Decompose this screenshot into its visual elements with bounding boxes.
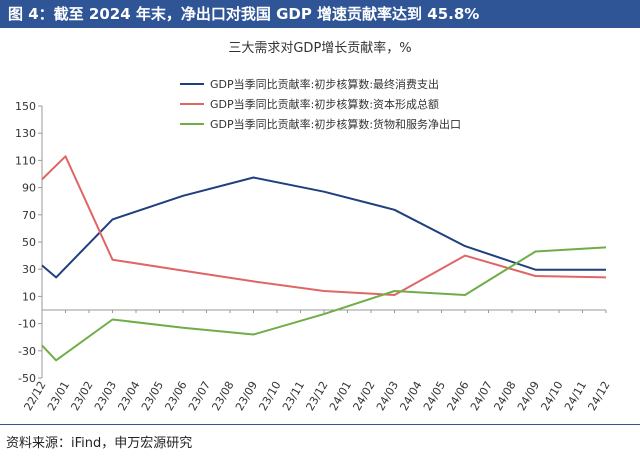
y-tick-label: 30 xyxy=(22,263,36,276)
series-line-1 xyxy=(41,176,606,279)
bottom-rule xyxy=(0,424,640,425)
x-tick-label: 23/08 xyxy=(209,379,236,413)
x-axis: 22/1223/0123/0223/0323/0423/0523/0623/07… xyxy=(21,309,613,413)
y-tick-label: 110 xyxy=(15,154,36,167)
x-tick-label: 23/04 xyxy=(115,379,142,413)
legend-label-2: GDP当季同比贡献率:初步核算数:资本形成总额 xyxy=(210,97,439,111)
x-tick-label: 24/03 xyxy=(374,379,401,413)
y-tick-label: -10 xyxy=(18,318,36,331)
x-tick-label: 23/09 xyxy=(233,379,260,413)
legend: GDP当季同比贡献率:初步核算数:最终消费支出 GDP当季同比贡献率:初步核算数:… xyxy=(180,77,461,131)
x-tick-label: 24/12 xyxy=(585,379,612,413)
x-tick-label: 24/07 xyxy=(468,379,495,413)
x-tick-label: 24/10 xyxy=(538,379,565,413)
x-tick-label: 24/05 xyxy=(421,379,448,413)
x-tick-label: 23/12 xyxy=(303,379,330,413)
source-note: 资料来源：iFind，申万宏源研究 xyxy=(6,436,193,451)
chart: 三大需求对GDP增长贡献率，% GDP当季同比贡献率:初步核算数:最终消费支出G… xyxy=(15,40,613,413)
x-tick-label: 23/10 xyxy=(256,379,283,413)
x-tick-label: 23/11 xyxy=(280,379,307,413)
x-tick-label: 24/01 xyxy=(327,379,354,413)
x-tick-label: 24/02 xyxy=(350,379,377,413)
legend-label-3: GDP当季同比贡献率:初步核算数:货物和服务净出口 xyxy=(210,117,461,131)
series-line-2 xyxy=(41,155,607,296)
x-tick-label: 24/08 xyxy=(491,379,518,413)
y-tick-label: 70 xyxy=(22,209,36,222)
y-tick-label: 10 xyxy=(22,290,36,303)
x-tick-label: 23/01 xyxy=(45,379,72,413)
x-tick-label: 23/06 xyxy=(162,379,189,413)
y-tick-label: 130 xyxy=(15,127,36,140)
x-tick-label: 24/04 xyxy=(397,379,424,413)
y-axis: -50 -30 -10 10 30 50 70 90 110 130 150 xyxy=(15,100,43,385)
legend-label-1: GDP当季同比贡献率:初步核算数:最终消费支出 xyxy=(210,77,439,91)
x-tick-label: 23/05 xyxy=(139,379,166,413)
y-tick-label: 90 xyxy=(22,182,36,195)
x-tick-label: 24/11 xyxy=(562,379,589,413)
y-tick-label: -50 xyxy=(18,372,36,385)
x-tick-label: 23/02 xyxy=(68,379,95,413)
y-tick-label: 50 xyxy=(22,236,36,249)
y-tick-label: 150 xyxy=(15,100,36,113)
figure-title: 图 4：截至 2024 年末，净出口对我国 GDP 增速贡献率达到 45.8% xyxy=(8,5,480,23)
chart-title: 三大需求对GDP增长贡献率，% xyxy=(228,40,411,56)
x-tick-label: 24/09 xyxy=(515,379,542,413)
x-tick-label: 23/07 xyxy=(186,379,213,413)
y-tick-label: -30 xyxy=(18,345,36,358)
plot-area xyxy=(41,155,607,362)
x-tick-label: 23/03 xyxy=(92,379,119,413)
x-tick-label: 24/06 xyxy=(444,379,471,413)
header-bar: 图 4：截至 2024 年末，净出口对我国 GDP 增速贡献率达到 45.8% xyxy=(0,0,640,28)
series-line-3 xyxy=(41,246,607,362)
